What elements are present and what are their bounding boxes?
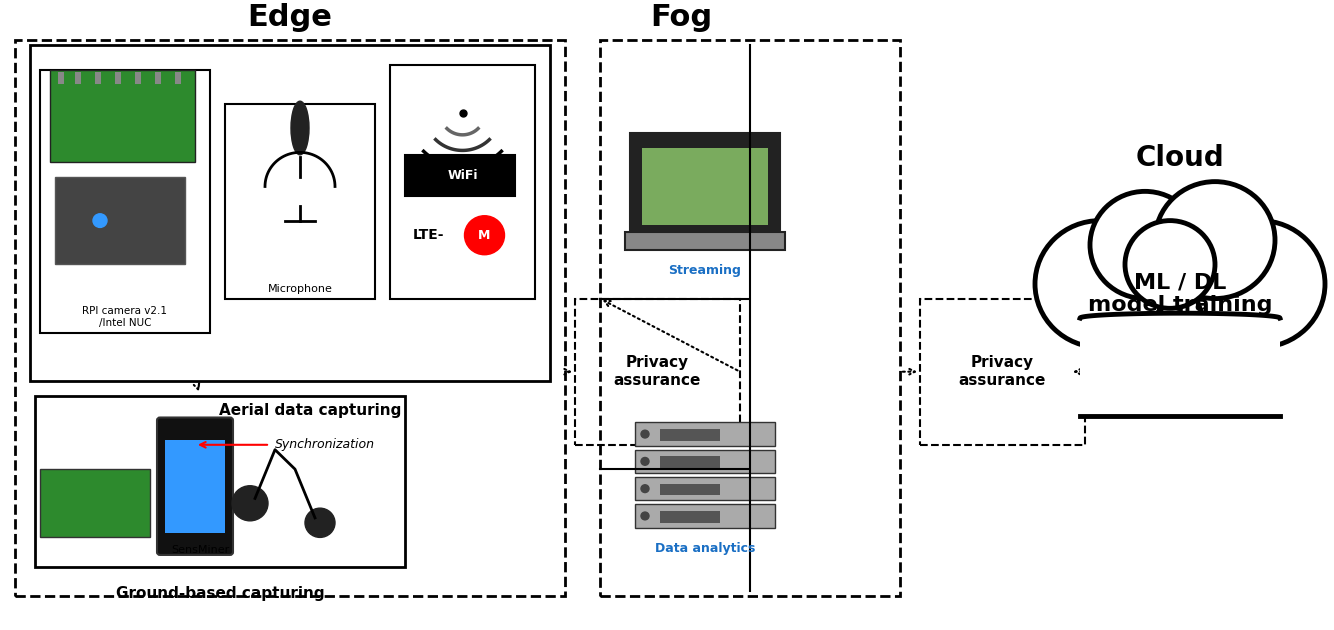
Circle shape [642,484,650,493]
FancyBboxPatch shape [390,65,535,299]
Text: Microphone: Microphone [268,284,332,294]
Text: RPI camera v2.1
/Intel NUC: RPI camera v2.1 /Intel NUC [83,306,168,328]
Circle shape [1035,220,1165,347]
Text: Edge: Edge [248,4,332,33]
Text: Cloud: Cloud [1135,144,1225,172]
Circle shape [1081,220,1281,416]
FancyBboxPatch shape [115,72,121,84]
Circle shape [642,512,650,520]
Text: M: M [479,229,491,242]
Ellipse shape [291,101,309,155]
Text: Synchronization: Synchronization [275,438,375,451]
Text: SensMiner: SensMiner [171,545,229,555]
FancyBboxPatch shape [642,147,768,226]
FancyBboxPatch shape [660,484,720,495]
Circle shape [642,430,650,438]
FancyBboxPatch shape [40,69,209,333]
Circle shape [1125,220,1215,308]
FancyBboxPatch shape [635,504,775,528]
Text: WiFi: WiFi [447,169,478,182]
Text: Privacy
assurance: Privacy assurance [614,355,702,388]
FancyBboxPatch shape [406,156,515,196]
Circle shape [1195,220,1325,347]
FancyBboxPatch shape [49,69,195,162]
FancyBboxPatch shape [135,72,141,84]
FancyBboxPatch shape [57,72,64,84]
Circle shape [93,214,107,227]
Text: Ground-based capturing: Ground-based capturing [116,586,324,601]
FancyBboxPatch shape [626,232,784,250]
FancyBboxPatch shape [1081,313,1281,416]
Text: ML / DL
model training: ML / DL model training [1087,272,1273,315]
FancyBboxPatch shape [155,72,161,84]
FancyBboxPatch shape [660,457,720,468]
Circle shape [1090,192,1201,299]
Circle shape [1155,181,1275,299]
FancyBboxPatch shape [635,422,775,446]
FancyBboxPatch shape [165,440,225,532]
Circle shape [642,457,650,466]
FancyBboxPatch shape [95,72,101,84]
FancyBboxPatch shape [75,72,81,84]
Text: Data analytics: Data analytics [655,542,755,555]
FancyBboxPatch shape [630,133,780,240]
Text: Privacy
assurance: Privacy assurance [959,355,1046,388]
Text: Fog: Fog [650,4,712,33]
FancyBboxPatch shape [660,429,720,441]
Circle shape [464,215,504,255]
FancyBboxPatch shape [635,450,775,473]
FancyBboxPatch shape [660,511,720,523]
Text: Streaming: Streaming [668,265,742,277]
FancyBboxPatch shape [55,177,185,265]
Text: LTE-: LTE- [414,228,444,242]
Circle shape [305,508,335,537]
FancyBboxPatch shape [157,418,233,555]
FancyBboxPatch shape [29,45,550,381]
FancyBboxPatch shape [175,72,181,84]
FancyBboxPatch shape [635,477,775,500]
FancyBboxPatch shape [35,396,406,566]
Text: Aerial data capturing: Aerial data capturing [219,403,402,418]
Circle shape [232,486,268,521]
FancyBboxPatch shape [225,104,375,299]
FancyBboxPatch shape [40,469,149,537]
